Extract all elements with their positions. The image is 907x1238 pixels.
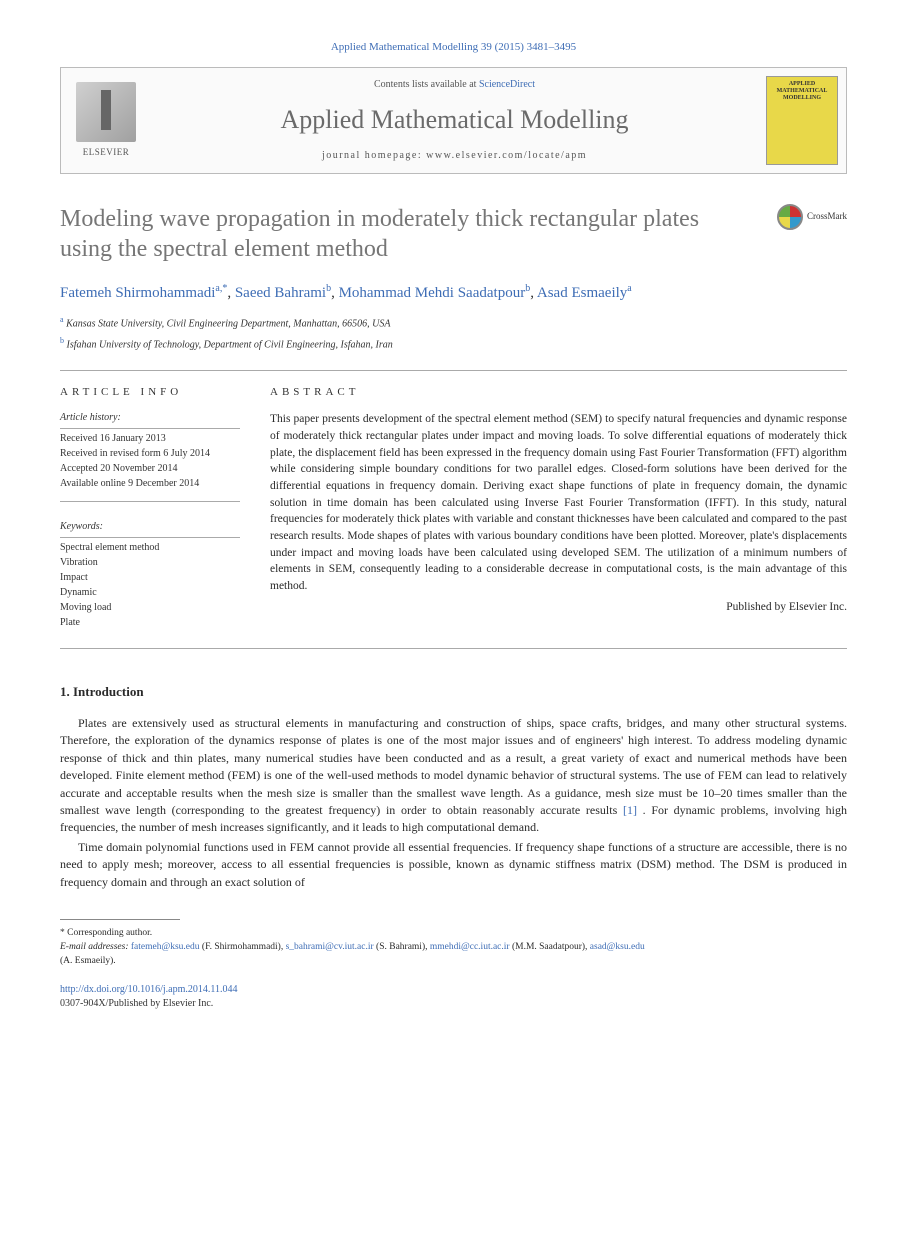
article-info-header: ARTICLE INFO [60, 385, 240, 400]
email-2[interactable]: s_bahrami@cv.iut.ac.ir [286, 942, 374, 952]
divider-bottom [60, 648, 847, 649]
doi-link[interactable]: http://dx.doi.org/10.1016/j.apm.2014.11.… [60, 984, 238, 995]
cover-title: APPLIED MATHEMATICAL MODELLING [771, 81, 833, 101]
keyword-1: Spectral element method [60, 540, 240, 555]
author-2-sup: b [326, 283, 331, 294]
intro-paragraph-1: Plates are extensively used as structura… [60, 715, 847, 837]
crossmark-label: CrossMark [807, 210, 847, 223]
intro-p1-text: Plates are extensively used as structura… [60, 716, 847, 817]
divider-top [60, 370, 847, 371]
affil-b-sup: b [60, 336, 64, 345]
history-label: Article history: [60, 411, 240, 429]
footnote-separator [60, 919, 180, 920]
issn-line: 0307-904X/Published by Elsevier Inc. [60, 998, 213, 1009]
elsevier-label: ELSEVIER [83, 146, 130, 159]
author-4-sup: a [627, 283, 631, 294]
header-center: Contents lists available at ScienceDirec… [151, 68, 758, 172]
corresponding-marker: * [60, 928, 65, 938]
affiliation-a: a Kansas State University, Civil Enginee… [60, 314, 847, 331]
crossmark-icon [777, 204, 803, 230]
affil-a-sup: a [60, 315, 64, 324]
author-2[interactable]: Saeed Bahrami [235, 285, 326, 301]
affil-a-text: Kansas State University, Civil Engineeri… [66, 318, 390, 329]
elsevier-logo[interactable]: ELSEVIER [61, 68, 151, 172]
article-info-column: ARTICLE INFO Article history: Received 1… [60, 385, 240, 629]
sciencedirect-link[interactable]: ScienceDirect [479, 79, 535, 90]
paper-title: Modeling wave propagation in moderately … [60, 204, 777, 264]
intro-paragraph-2: Time domain polynomial functions used in… [60, 839, 847, 891]
email-4-name: (A. Esmaeily). [60, 956, 116, 966]
contents-prefix: Contents lists available at [374, 79, 479, 90]
email-2-name: (S. Bahrami), [374, 942, 430, 952]
crossmark-badge[interactable]: CrossMark [777, 204, 847, 230]
email-4[interactable]: asad@ksu.edu [590, 942, 645, 952]
keyword-5: Moving load [60, 600, 240, 615]
keywords-list: Spectral element method Vibration Impact… [60, 540, 240, 630]
author-3-sup: b [525, 283, 530, 294]
keyword-3: Impact [60, 570, 240, 585]
history-received: Received 16 January 2013 [60, 431, 240, 446]
history-list: Received 16 January 2013 Received in rev… [60, 431, 240, 491]
keyword-4: Dynamic [60, 585, 240, 600]
header-citation: Applied Mathematical Modelling 39 (2015)… [60, 40, 847, 55]
elsevier-tree-icon [76, 82, 136, 142]
ref-1-link[interactable]: [1] [623, 803, 637, 817]
email-footnote: E-mail addresses: fatemeh@ksu.edu (F. Sh… [60, 940, 847, 969]
keyword-2: Vibration [60, 555, 240, 570]
author-4[interactable]: Asad Esmaeily [537, 285, 627, 301]
email-3[interactable]: mmehdi@cc.iut.ac.ir [430, 942, 510, 952]
email-1[interactable]: fatemeh@ksu.edu [131, 942, 200, 952]
contents-line: Contents lists available at ScienceDirec… [161, 78, 748, 92]
affil-b-text: Isfahan University of Technology, Depart… [67, 339, 393, 350]
affiliation-b: b Isfahan University of Technology, Depa… [60, 335, 847, 352]
history-block: Article history: Received 16 January 201… [60, 411, 240, 502]
history-accepted: Accepted 20 November 2014 [60, 461, 240, 476]
doi-block: http://dx.doi.org/10.1016/j.apm.2014.11.… [60, 983, 847, 1011]
history-revised: Received in revised form 6 July 2014 [60, 446, 240, 461]
author-1[interactable]: Fatemeh Shirmohammadi [60, 285, 215, 301]
info-abstract-row: ARTICLE INFO Article history: Received 1… [60, 385, 847, 629]
keywords-label: Keywords: [60, 520, 240, 538]
email-label: E-mail addresses: [60, 942, 131, 952]
corresponding-text: Corresponding author. [67, 928, 152, 938]
authors-line: Fatemeh Shirmohammadia,*, Saeed Bahramib… [60, 282, 847, 304]
journal-cover-thumb[interactable]: APPLIED MATHEMATICAL MODELLING [766, 76, 838, 164]
abstract-header: ABSTRACT [270, 385, 847, 401]
author-3[interactable]: Mohammad Mehdi Saadatpour [339, 285, 526, 301]
journal-homepage: journal homepage: www.elsevier.com/locat… [161, 149, 748, 163]
email-3-name: (M.M. Saadatpour), [510, 942, 590, 952]
corresponding-footnote: * Corresponding author. [60, 926, 847, 940]
publisher-line: Published by Elsevier Inc. [270, 599, 847, 616]
abstract-column: ABSTRACT This paper presents development… [270, 385, 847, 629]
journal-name: Applied Mathematical Modelling [161, 102, 748, 138]
title-row: Modeling wave propagation in moderately … [60, 204, 847, 264]
author-1-sup: a,* [215, 283, 227, 294]
keyword-6: Plate [60, 615, 240, 630]
history-online: Available online 9 December 2014 [60, 476, 240, 491]
abstract-text: This paper presents development of the s… [270, 411, 847, 594]
intro-title: 1. Introduction [60, 683, 847, 701]
email-1-name: (F. Shirmohammadi), [200, 942, 286, 952]
journal-header-box: ELSEVIER Contents lists available at Sci… [60, 67, 847, 173]
